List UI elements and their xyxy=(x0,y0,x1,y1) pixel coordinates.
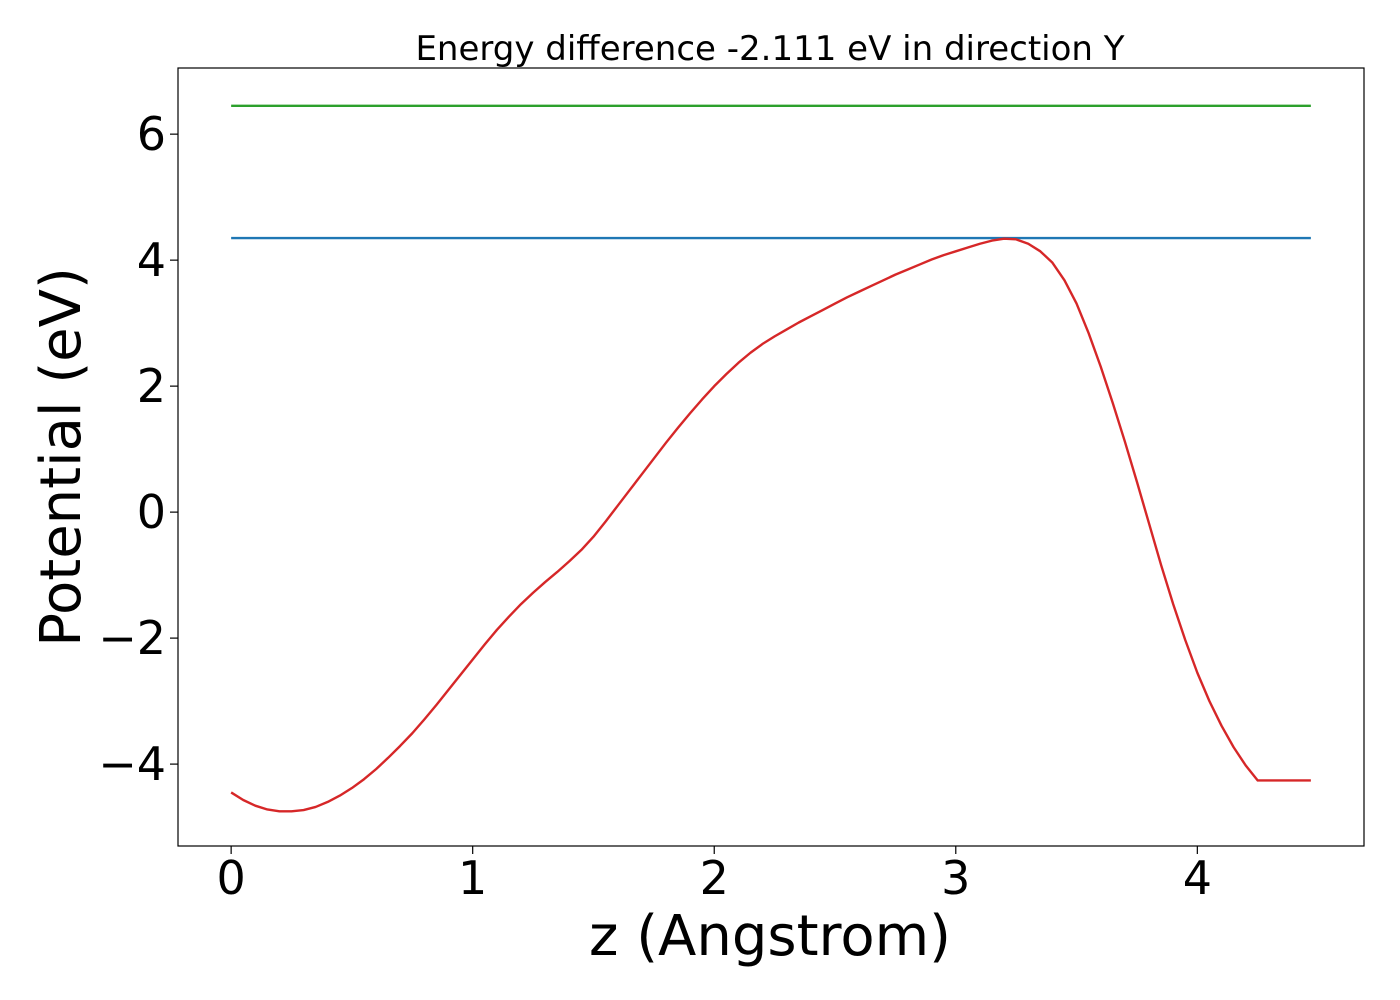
x-tick-label: 1 xyxy=(458,851,487,905)
chart-title: Energy difference -2.111 eV in direction… xyxy=(415,29,1124,69)
y-tick-label: 2 xyxy=(137,359,166,413)
y-axis-label: Potential (eV) xyxy=(29,267,94,647)
x-tick-label: 2 xyxy=(700,851,729,905)
y-tick-label: 4 xyxy=(137,233,166,287)
y-axis: −4 −2 0 2 4 6 xyxy=(98,107,178,791)
x-tick-label: 4 xyxy=(1183,851,1212,905)
x-axis: 0 1 2 3 4 xyxy=(216,846,1212,905)
y-tick-label: 0 xyxy=(137,485,166,539)
series-layer xyxy=(230,104,1311,813)
y-tick-label: −4 xyxy=(98,737,166,791)
y-tick-label: −2 xyxy=(98,611,166,665)
x-tick-label: 3 xyxy=(941,851,970,905)
y-tick-label: 6 xyxy=(137,107,166,161)
plot-frame xyxy=(177,67,1365,847)
x-axis-label: z (Angstrom) xyxy=(589,904,951,969)
series-line-2 xyxy=(230,237,1311,813)
x-tick-label: 0 xyxy=(216,851,245,905)
